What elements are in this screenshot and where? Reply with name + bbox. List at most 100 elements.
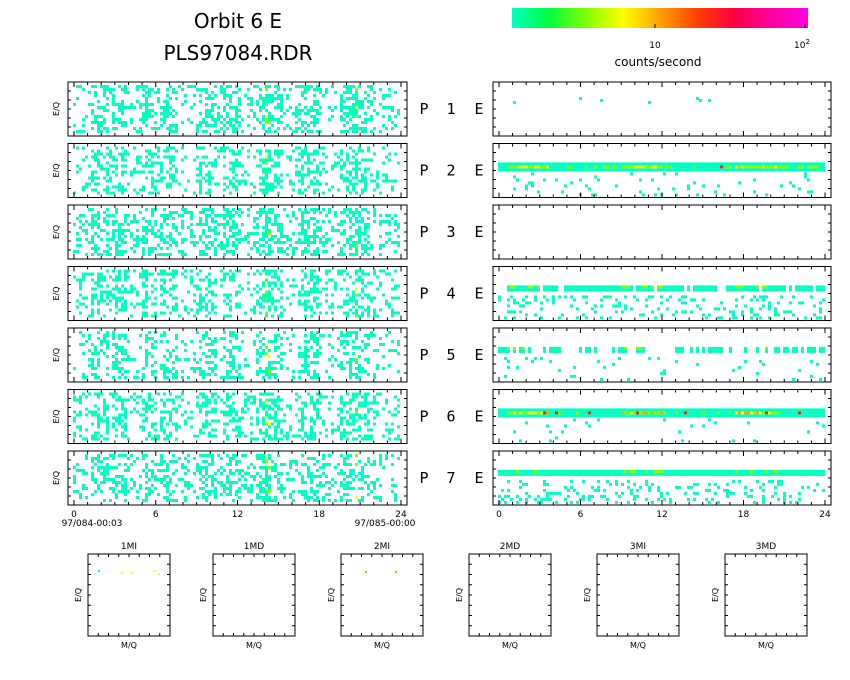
mq-panel-title: 3MI	[630, 542, 646, 552]
y-axis-label: E/Q	[52, 163, 61, 177]
panel-row-1: E/Q P 1 E	[52, 81, 832, 137]
right-panel-frame	[492, 266, 832, 321]
right-panel-frame	[492, 204, 832, 260]
svg-text:3: 3	[446, 223, 455, 241]
mq-x-label: M/Q	[630, 641, 646, 650]
x-tick-label: 0	[496, 510, 502, 520]
panel-row-4: E/Q P 4 E	[52, 266, 832, 321]
mq-y-label: E/Q	[711, 588, 720, 602]
mq-panel-title: 1MD	[244, 542, 264, 552]
svg-text:E: E	[474, 223, 483, 241]
mq-y-label: E/Q	[583, 588, 592, 602]
x-tick-label: 12	[232, 510, 243, 520]
left-heatmap-cells	[73, 331, 400, 379]
left-heatmap-cells	[73, 269, 400, 318]
x-tick-label: 24	[395, 510, 407, 520]
svg-text:E: E	[474, 285, 483, 303]
mq-panel-1md: 1MD M/Q E/Q	[199, 542, 296, 650]
y-axis-label: E/Q	[52, 286, 61, 300]
mq-panel-frame	[724, 553, 808, 637]
panel-row-7: E/Q P 7 E	[52, 450, 832, 506]
right-heatmap-cells	[498, 408, 825, 443]
mq-panel-frame	[340, 553, 424, 637]
spectrogram-panels: E/Q P 1 EE/Q P 2 EE/Q P 3 EE/Q P 4 EE/Q P 5 EE/Q P 6 EE/Q P…	[52, 81, 832, 506]
mq-panel-2mi: 2MI M/Q E/Q	[327, 542, 424, 650]
right-heatmap-cells	[498, 346, 825, 381]
x-tick-label: 6	[153, 510, 159, 520]
chart-subtitle: PLS97084.RDR	[163, 41, 312, 65]
svg-text:P: P	[419, 346, 428, 364]
mass-per-charge-panels: 1MI M/Q E/Q 1MD M/Q E/Q 2MI M/Q E/Q 2MD M/Q E/Q 3MI M…	[74, 542, 808, 650]
y-axis-label: E/Q	[52, 471, 61, 485]
x-tick-label: 0	[71, 510, 77, 520]
mq-panel-title: 1MI	[121, 542, 137, 552]
x-axis-left: 0 6 12 18 24	[71, 510, 407, 520]
svg-text:5: 5	[446, 346, 455, 364]
y-axis-label: E/Q	[52, 348, 61, 362]
svg-text:P: P	[419, 223, 428, 241]
mq-y-label: E/Q	[327, 588, 336, 602]
svg-text:P: P	[419, 100, 428, 118]
mq-panel-3mi: 3MI M/Q E/Q	[583, 542, 680, 650]
mq-y-label: E/Q	[199, 588, 208, 602]
mq-x-label: M/Q	[758, 641, 774, 650]
panel-row-5: E/Q P 5 E	[52, 327, 832, 383]
right-heatmap-cells	[498, 162, 825, 197]
panel-row-3: E/Q P 3 E	[52, 204, 832, 260]
left-heatmap-cells	[73, 392, 400, 441]
svg-text:2: 2	[446, 162, 455, 180]
time-end-label: 97/085-00:00	[355, 519, 416, 529]
left-heatmap-cells	[73, 208, 400, 256]
y-axis-label: E/Q	[52, 409, 61, 423]
x-tick-label: 12	[656, 510, 667, 520]
mq-x-label: M/Q	[246, 641, 262, 650]
mq-y-label: E/Q	[455, 588, 464, 602]
mq-x-label: M/Q	[121, 641, 137, 650]
left-heatmap-cells	[73, 454, 400, 502]
right-heatmap-cells	[498, 285, 825, 320]
panel-row-6: E/Q P 6 E	[52, 389, 832, 444]
mq-panel-frame	[212, 553, 296, 637]
right-heatmap-cells	[513, 97, 711, 104]
mq-panel-frame	[468, 553, 552, 637]
colorbar-label: counts/second	[615, 55, 702, 69]
svg-text:P: P	[419, 285, 428, 303]
mq-panel-frame	[596, 553, 680, 637]
right-heatmap-cells	[498, 469, 825, 504]
mq-panel-title: 2MI	[374, 542, 390, 552]
mq-panel-title: 2MD	[500, 542, 520, 552]
svg-text:4: 4	[446, 285, 455, 303]
mq-panel-2md: 2MD M/Q E/Q	[455, 542, 552, 650]
left-heatmap-cells	[73, 85, 400, 133]
x-tick-label: 6	[578, 510, 584, 520]
x-tick-label: 24	[819, 510, 831, 520]
y-axis-label: E/Q	[52, 225, 61, 239]
mq-panel-title: 3MD	[756, 542, 776, 552]
colorbar-tick-label-100: 102	[794, 38, 810, 51]
x-tick-label: 18	[314, 510, 326, 520]
svg-text:E: E	[474, 162, 483, 180]
svg-text:P: P	[419, 162, 428, 180]
chart-title: Orbit 6 E	[194, 9, 282, 33]
x-axis-right: 0 6 12 18 24	[496, 510, 831, 520]
y-axis-label: E/Q	[52, 102, 61, 116]
right-panel-frame	[492, 81, 832, 137]
mq-panel-3md: 3MD M/Q E/Q	[711, 542, 808, 650]
x-tick-label: 18	[738, 510, 750, 520]
mq-panel-1mi: 1MI M/Q E/Q	[74, 542, 171, 650]
mq-x-label: M/Q	[374, 641, 390, 650]
svg-text:1: 1	[446, 100, 455, 118]
mq-y-label: E/Q	[74, 588, 83, 602]
time-start-label: 97/084-00:03	[62, 519, 123, 529]
left-heatmap-cells	[73, 146, 400, 195]
svg-text:E: E	[474, 346, 483, 364]
colorbar	[512, 8, 808, 28]
